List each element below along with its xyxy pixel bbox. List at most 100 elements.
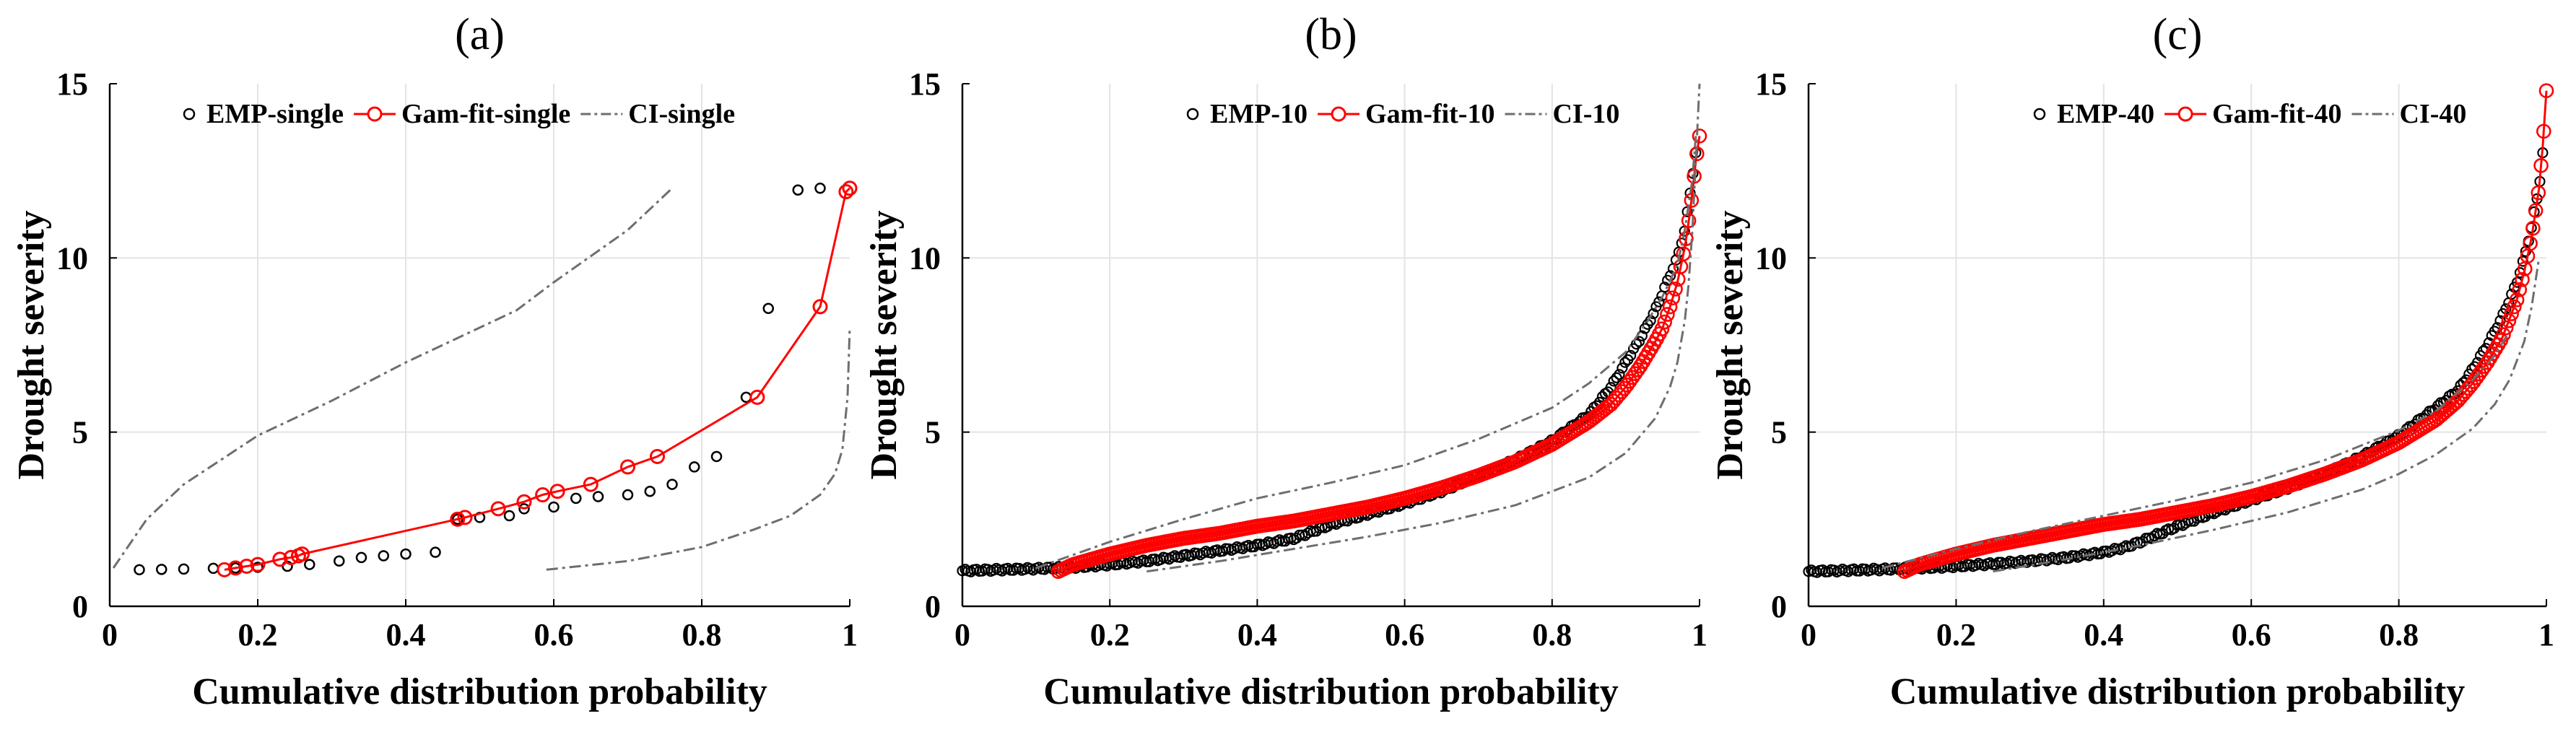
data-point <box>1653 296 1665 307</box>
data-point <box>1684 193 1700 208</box>
data-point <box>666 479 678 490</box>
data-point <box>622 489 634 501</box>
data-point <box>549 484 565 499</box>
data-point <box>355 551 367 564</box>
data-point <box>1854 565 1866 577</box>
x-axis-label: Cumulative distribution probability <box>1890 671 2466 712</box>
data-point <box>570 492 582 505</box>
series-ci-40-upper <box>1881 330 2511 569</box>
data-point <box>1660 307 1675 322</box>
legend-label: EMP-single <box>206 99 344 129</box>
data-point <box>295 546 310 562</box>
data-point <box>689 461 700 473</box>
legend-marker <box>2177 106 2193 122</box>
data-point <box>1605 382 1616 393</box>
data-point <box>976 565 988 577</box>
data-point <box>2032 555 2044 567</box>
y-axis-label: Drought severity <box>1710 210 1751 479</box>
x-tick-label: 0 <box>102 617 118 652</box>
data-point <box>1692 128 1707 144</box>
series-ci-single-lower <box>546 327 851 571</box>
y-tick-label: 0 <box>72 589 88 624</box>
data-point <box>644 485 656 497</box>
legend-marker <box>367 106 383 122</box>
x-axis-label: Cumulative distribution probability <box>192 671 767 712</box>
ci-line <box>1881 330 2511 569</box>
data-point <box>334 555 345 567</box>
y-tick-label: 15 <box>909 66 941 102</box>
data-point <box>740 391 752 403</box>
x-tick-label: 0.6 <box>1385 617 1424 652</box>
x-tick-label: 1 <box>2538 617 2554 652</box>
data-point <box>1614 369 1625 380</box>
data-point <box>1611 372 1622 383</box>
data-point <box>2538 83 2554 98</box>
data-point <box>2509 292 2525 307</box>
data-point <box>1624 370 1640 385</box>
data-point <box>1676 246 1692 262</box>
data-point <box>2063 552 2075 564</box>
y-axis-label: Drought severity <box>863 210 905 479</box>
data-point <box>812 299 828 315</box>
data-point <box>2501 313 2517 328</box>
data-point <box>400 548 412 560</box>
data-point <box>2536 123 2551 139</box>
data-point <box>2531 185 2546 201</box>
x-tick-label: 0.2 <box>238 617 278 652</box>
data-point <box>272 551 288 567</box>
x-tick-label: 1 <box>842 617 858 652</box>
data-point <box>2512 282 2528 297</box>
ci-line <box>112 187 674 569</box>
series-ci-10-lower <box>1146 83 1701 573</box>
data-point <box>2525 220 2541 236</box>
data-point <box>583 476 599 492</box>
x-tick-label: 0.2 <box>1090 617 1130 652</box>
fit-line <box>224 187 851 571</box>
legend-label: Gam-fit-single <box>401 99 570 129</box>
data-point <box>2523 235 2538 251</box>
ci-line <box>546 327 851 571</box>
legend-marker <box>1186 108 1199 121</box>
data-point <box>1601 398 1616 414</box>
data-point <box>749 389 765 405</box>
data-point <box>535 487 551 503</box>
series-ci-single-upper <box>112 187 674 569</box>
data-point <box>1648 307 1659 320</box>
data-point <box>710 450 723 463</box>
data-point <box>1959 561 1970 572</box>
x-tick-label: 0.4 <box>386 617 426 652</box>
data-point <box>250 556 266 572</box>
legend-label: EMP-40 <box>2057 99 2154 129</box>
data-point <box>1654 321 1670 337</box>
data-point <box>490 501 506 517</box>
data-point <box>378 550 389 562</box>
data-point <box>620 459 635 475</box>
data-point <box>2528 203 2544 218</box>
y-tick-label: 10 <box>1755 240 1787 276</box>
data-point <box>1662 299 1678 315</box>
legend-marker <box>2033 108 2046 121</box>
data-point <box>1681 213 1697 228</box>
series-ci-40-lower <box>1993 258 2541 573</box>
x-tick-label: 1 <box>1692 617 1707 652</box>
series-gam-fit-10 <box>1050 128 1707 580</box>
ci-line <box>1146 83 1701 573</box>
data-point <box>1217 545 1229 557</box>
y-tick-label: 10 <box>56 240 88 276</box>
data-point <box>1630 339 1642 350</box>
series-gam-fit-40 <box>1897 83 2554 580</box>
legend-label: CI-10 <box>1552 99 1619 129</box>
data-point <box>2021 556 2032 568</box>
data-point <box>1668 281 1683 297</box>
y-tick-label: 5 <box>72 415 88 450</box>
data-point <box>842 180 858 196</box>
y-tick-label: 0 <box>1771 589 1787 624</box>
data-point <box>1616 362 1628 374</box>
data-point <box>650 448 665 464</box>
series-gam-fit-single <box>217 180 858 577</box>
y-tick-label: 5 <box>1771 415 1787 450</box>
data-point <box>965 566 977 577</box>
